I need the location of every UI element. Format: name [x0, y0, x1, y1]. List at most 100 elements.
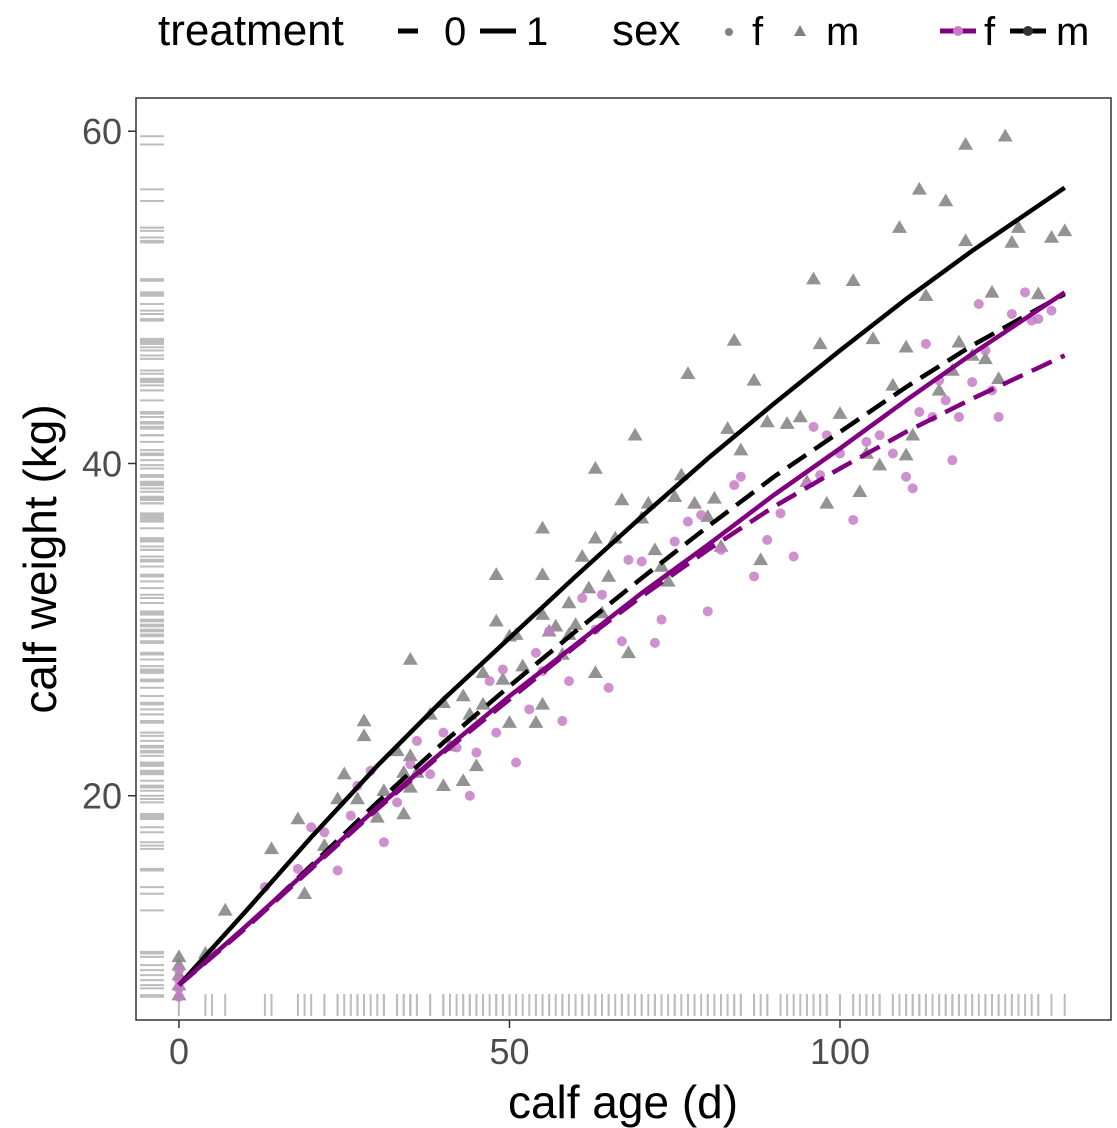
legend-title-sex: sex: [612, 6, 680, 55]
point-male: [627, 427, 643, 441]
point-female: [544, 626, 555, 637]
point-male: [958, 137, 974, 150]
point-female: [1020, 287, 1031, 298]
point-female: [425, 769, 436, 780]
point-female: [874, 430, 885, 441]
point-female: [173, 991, 184, 1002]
point-female: [861, 436, 872, 447]
point-female: [173, 965, 184, 976]
legend-label-treatment-1: 1: [526, 10, 548, 54]
legend-label-treatment-0: 0: [444, 10, 466, 54]
point-female: [967, 377, 978, 388]
point-male: [535, 696, 551, 710]
point-male: [997, 128, 1013, 142]
point-male: [991, 371, 1007, 385]
fit-line-m-treatment-1: [177, 185, 1066, 987]
point-female: [716, 544, 726, 555]
point-female: [623, 554, 634, 565]
point-male: [495, 671, 511, 685]
point-female: [345, 810, 356, 821]
point-male: [891, 220, 907, 233]
point-male: [958, 233, 974, 247]
point-male: [1057, 223, 1073, 237]
point-female: [332, 865, 343, 876]
point-female: [749, 571, 760, 582]
x-tick-label: 50: [489, 1031, 529, 1072]
point-male: [396, 806, 412, 820]
point-female: [1046, 305, 1057, 316]
point-female: [656, 614, 667, 625]
y-tick-label: 20: [82, 776, 122, 817]
point-male: [587, 530, 603, 544]
point-male: [872, 457, 888, 471]
point-male: [607, 530, 623, 544]
point-male: [402, 748, 418, 762]
point-female: [464, 790, 475, 801]
legend-key-color-f-point: [953, 26, 963, 36]
point-male: [1030, 286, 1046, 300]
point-male: [587, 460, 603, 474]
point-male: [706, 490, 722, 504]
point-female: [557, 715, 568, 726]
point-male: [614, 492, 630, 506]
point-female: [1006, 308, 1017, 319]
x-axis-label: calf age (d): [508, 1076, 738, 1128]
point-male: [720, 421, 736, 434]
point-female: [848, 514, 859, 525]
point-male: [475, 665, 491, 679]
point-male: [951, 334, 967, 348]
legend-key-sex-m: [794, 25, 806, 36]
point-male: [905, 427, 921, 441]
point-male: [792, 409, 808, 423]
point-male: [535, 520, 551, 534]
point-male: [845, 273, 861, 286]
point-female: [636, 556, 647, 567]
legend-key-sex-f: [725, 28, 733, 36]
point-female: [762, 534, 773, 545]
point-male: [938, 193, 954, 207]
point-male: [330, 791, 346, 805]
point-male: [667, 489, 683, 502]
point-female: [491, 727, 502, 738]
fit-lines: [177, 185, 1066, 987]
point-male: [984, 284, 1000, 298]
point-male: [647, 542, 663, 556]
point-female: [1033, 313, 1044, 324]
point-male: [918, 288, 934, 301]
point-male: [977, 351, 993, 365]
point-male: [468, 758, 484, 772]
point-male: [898, 339, 914, 353]
point-female: [577, 593, 588, 604]
point-female: [405, 759, 416, 770]
legend-label-color-m: m: [1056, 10, 1089, 54]
point-female: [887, 448, 898, 459]
point-female: [953, 411, 964, 422]
point-female: [669, 536, 680, 547]
point-female: [808, 421, 819, 432]
y-axis: 20 40 60: [82, 111, 136, 817]
point-female: [907, 483, 918, 494]
point-female: [438, 727, 449, 738]
point-male: [336, 766, 352, 780]
point-female: [735, 471, 746, 482]
legend-key-color-m-point: [1023, 26, 1033, 36]
point-male: [356, 728, 372, 742]
point-male: [687, 495, 703, 509]
point-male: [369, 809, 385, 823]
point-female: [392, 797, 403, 808]
point-male: [349, 791, 365, 805]
x-tick-label: 0: [169, 1031, 189, 1072]
point-male: [535, 567, 551, 581]
point-male: [865, 331, 881, 345]
point-female: [940, 395, 951, 406]
point-male: [812, 336, 828, 350]
y-tick-label: 40: [82, 443, 122, 484]
point-female: [775, 508, 786, 519]
point-female: [524, 704, 535, 715]
point-male: [488, 567, 504, 581]
point-male: [561, 627, 577, 640]
point-male: [852, 484, 868, 497]
point-female: [292, 863, 303, 874]
point-male: [501, 715, 517, 728]
